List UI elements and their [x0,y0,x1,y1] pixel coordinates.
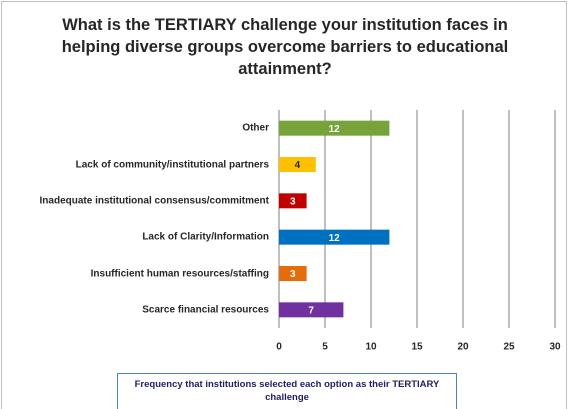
bar [279,193,307,209]
bar [279,229,390,245]
value-label: 12 [329,233,341,244]
chart-title: What is the TERTIARY challenge your inst… [61,16,509,78]
x-tick-label: 5 [322,342,328,353]
value-label: 3 [290,196,296,207]
x-tick-label: 30 [549,342,561,353]
x-tick-label: 15 [411,342,423,353]
category-label: Lack of Clarity/Information [142,231,269,243]
caption: Frequency that institutions selected eac… [117,373,457,409]
category-label: Other [242,122,269,134]
bar [279,266,307,281]
category-label: Scarce financial resources [142,304,269,316]
x-tick-label: 10 [365,342,377,353]
value-label: 7 [308,305,314,316]
x-tick-label: 25 [503,342,515,353]
value-label: 4 [295,160,301,171]
category-label: Lack of community/institutional partners [75,159,269,170]
value-label: 3 [290,269,296,280]
category-label: Inadequate institutional consensus/commi… [39,195,269,207]
bar [279,120,390,136]
bar [279,157,316,172]
x-tick-label: 20 [457,342,469,353]
x-tick-label: 0 [276,342,282,353]
category-label: Insufficient human resources/staffing [90,268,269,279]
bar [279,302,344,318]
value-label: 12 [329,124,341,135]
